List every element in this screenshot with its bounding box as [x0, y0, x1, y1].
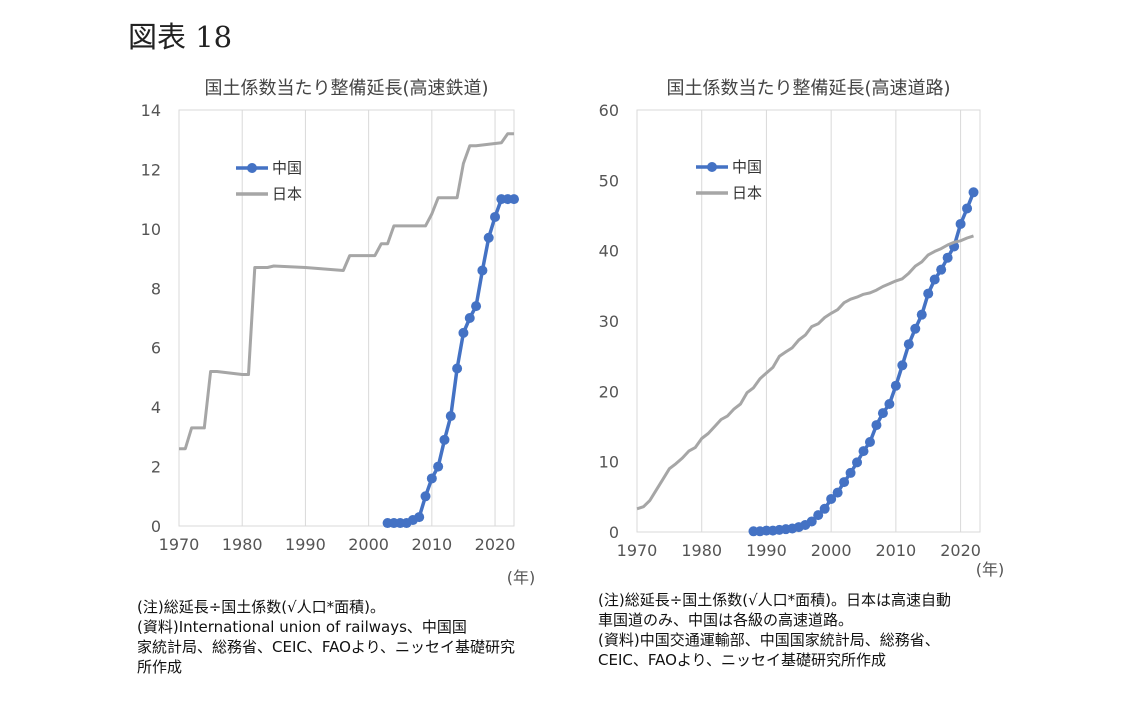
x-axis-unit: (年) — [976, 560, 1005, 579]
y-tick-label: 6 — [151, 339, 161, 358]
data-point-china — [890, 380, 901, 391]
x-tick-label: 2000 — [348, 535, 389, 554]
legend-marker — [707, 162, 717, 172]
y-tick-label: 4 — [151, 398, 161, 417]
x-tick-label: 1990 — [285, 535, 326, 554]
data-point-china — [884, 398, 895, 409]
data-point-china — [490, 211, 501, 222]
note-line: (注)総延長÷国土係数(√人口*面積)。 — [137, 598, 386, 616]
chart-high-speed-rail: 国土係数当たり整備延長(高速鉄道)1970 1980 1990 2000 2010 202… — [141, 78, 536, 587]
y-tick-label: 12 — [141, 160, 161, 179]
data-point-china — [806, 516, 817, 527]
data-point-china — [877, 408, 888, 419]
data-point-china — [968, 187, 979, 198]
data-point-china — [871, 420, 882, 431]
x-tick-label: 1980 — [222, 535, 263, 554]
data-point-china — [832, 487, 843, 498]
data-point-china — [813, 510, 824, 521]
x-axis-unit: (年) — [507, 568, 536, 587]
data-point-china — [414, 512, 425, 523]
series-line-china — [753, 191, 976, 534]
data-point-china — [458, 327, 469, 338]
x-tick-label: 1980 — [681, 541, 722, 560]
chart-expressway: 国土係数当たり整備延長(高速道路)1970 1980 1990 2000 2010 202… — [599, 78, 1005, 579]
data-point-china — [471, 301, 482, 312]
y-tick-label: 10 — [599, 453, 619, 472]
data-point-china — [897, 360, 908, 371]
note-line: (資料)International union of railways、中国国 — [137, 618, 467, 636]
data-point-china — [852, 457, 863, 468]
data-point-china — [936, 264, 947, 275]
y-tick-label: 20 — [599, 382, 619, 401]
data-point-china — [864, 436, 875, 447]
series-line-japan — [179, 132, 514, 451]
figure-label: 図表 18 — [128, 20, 233, 54]
data-point-china — [910, 323, 921, 334]
data-point-china — [509, 194, 519, 205]
x-tick-label: 2020 — [475, 535, 516, 554]
notes-left: (注)総延長÷国土係数(√人口*面積)。 (資料)International u… — [137, 597, 515, 677]
data-point-china — [420, 491, 431, 502]
data-point-china — [962, 203, 973, 214]
legend-label: 日本 — [272, 185, 302, 203]
y-tick-label: 30 — [599, 312, 619, 331]
y-tick-label: 2 — [151, 458, 161, 477]
note-line: (注)総延長÷国土係数(√人口*面積)。日本は高速自動 — [598, 591, 952, 609]
data-point-china — [955, 218, 966, 229]
y-tick-label: 8 — [151, 279, 161, 298]
data-point-china — [464, 313, 475, 323]
note-line: 家統計局、総務省、CEIC、FAOより、ニッセイ基礎研究 — [137, 638, 516, 656]
chart-title: 国土係数当たり整備延長(高速道路) — [666, 78, 950, 99]
y-tick-label: 40 — [599, 242, 619, 261]
y-tick-label: 10 — [141, 220, 161, 239]
data-point-china — [903, 339, 914, 350]
data-point-china — [923, 288, 934, 299]
x-tick-label: 1990 — [746, 541, 787, 560]
legend-marker — [247, 163, 257, 173]
data-point-china — [845, 467, 856, 478]
data-point-china — [433, 461, 444, 472]
note-line: CEIC、FAOより、ニッセイ基礎研究所作成 — [598, 651, 887, 669]
y-tick-label: 14 — [141, 101, 161, 120]
x-tick-label: 2010 — [411, 535, 452, 554]
data-point-china — [839, 477, 850, 488]
data-point-china — [452, 363, 463, 374]
y-tick-label: 50 — [599, 171, 619, 190]
data-point-china — [439, 434, 450, 445]
legend-label: 中国 — [272, 159, 302, 177]
note-line: (資料)中国交通運輸部、中国国家統計局、総務省、 — [598, 631, 940, 649]
data-point-china — [445, 411, 456, 422]
legend-label: 日本 — [732, 184, 762, 202]
data-point-china — [858, 446, 869, 457]
x-tick-label: 2020 — [940, 541, 981, 560]
notes-right: (注)総延長÷国土係数(√人口*面積)。日本は高速自動 車国道のみ、中国は各級の… — [598, 590, 951, 670]
legend-label: 中国 — [732, 158, 762, 176]
data-point-china — [477, 265, 488, 276]
y-tick-label: 0 — [151, 517, 161, 536]
data-point-china — [916, 309, 927, 320]
x-tick-label: 1970 — [617, 541, 658, 560]
note-line: 所作成 — [137, 658, 183, 676]
y-tick-label: 60 — [599, 101, 619, 120]
chart-title: 国土係数当たり整備延長(高速鉄道) — [204, 78, 488, 99]
y-tick-label: 0 — [609, 523, 619, 542]
data-point-china — [426, 473, 437, 484]
x-tick-label: 2010 — [876, 541, 917, 560]
plot-area — [636, 109, 981, 533]
note-line: 車国道のみ、中国は各級の高速道路。 — [598, 611, 854, 629]
x-tick-label: 2000 — [811, 541, 852, 560]
data-point-china — [942, 252, 953, 263]
x-tick-label: 1970 — [159, 535, 200, 554]
data-point-china — [483, 232, 494, 243]
data-point-china — [929, 274, 940, 285]
series-line-japan — [636, 234, 974, 511]
data-point-china — [826, 493, 837, 504]
data-point-china — [819, 503, 830, 514]
